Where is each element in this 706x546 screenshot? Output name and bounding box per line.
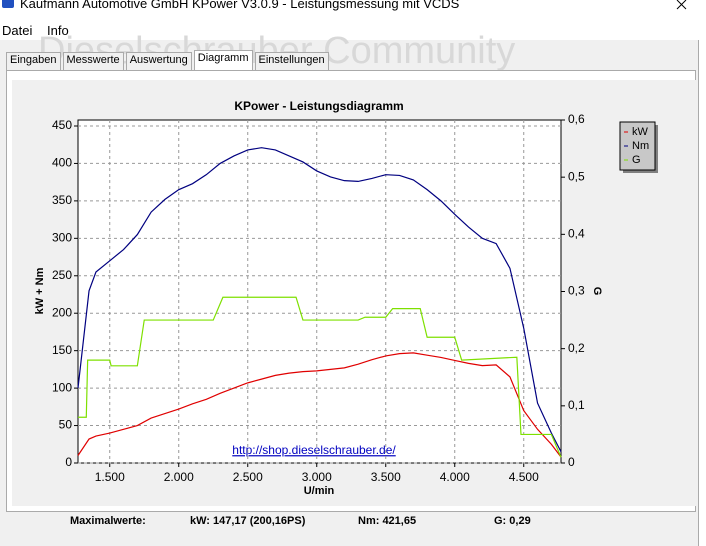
window-title: Kaufmann Automotive GmbH KPower V3.0.9 -… (20, 0, 460, 11)
tab[interactable]: Diagramm (193, 50, 253, 71)
legend-label: G (632, 154, 641, 166)
y2-tick-label: 0,2 (568, 341, 585, 355)
x-tick-label: 3.000 (302, 470, 332, 484)
y-tick-label: 450 (52, 118, 72, 132)
y-tick-label: 50 (59, 418, 73, 432)
y-tick-label: 300 (52, 230, 72, 244)
menu-item[interactable]: Datei (2, 23, 33, 38)
x-tick-label: 3.500 (371, 470, 401, 484)
y2-tick-label: 0 (568, 455, 575, 469)
footer-label: Maximalwerte: (70, 515, 146, 527)
x-tick-label: 2.500 (233, 470, 263, 484)
y-tick-label: 0 (65, 455, 72, 469)
y-tick-label: 350 (52, 193, 72, 207)
y2-tick-label: 0,4 (568, 227, 585, 241)
footer: Maximalwerte: kW: 147,17 (200,16PS) Nm: … (6, 512, 694, 532)
plot-area (77, 119, 562, 464)
menu-item[interactable]: Info (47, 23, 69, 38)
y2-tick-label: 0,5 (568, 169, 585, 183)
y-tick-label: 150 (52, 343, 72, 357)
max-g: G: 0,29 (494, 515, 531, 527)
series-line (77, 352, 562, 458)
legend-label: Nm (632, 140, 649, 152)
tab[interactable]: Einstellungen (254, 52, 329, 70)
y2-tick-label: 0,1 (568, 398, 585, 412)
y-tick-label: 400 (52, 156, 72, 170)
x-tick-label: 4.500 (509, 470, 539, 484)
series-line (78, 296, 562, 458)
y-tick-label: 250 (52, 268, 72, 282)
x-tick-label: 1.500 (95, 470, 125, 484)
app-icon (2, 0, 14, 8)
legend-label: kW (632, 126, 649, 138)
tab[interactable]: Eingaben (6, 52, 61, 70)
y2-axis-label: G (591, 287, 603, 296)
y-tick-label: 200 (52, 305, 72, 319)
tab[interactable]: Messwerte (62, 52, 124, 70)
max-nm: Nm: 421,65 (358, 515, 417, 527)
y-axis-label: kW + Nm (34, 267, 46, 314)
link[interactable]: http://shop.dieselschrauber.de/ (232, 443, 396, 457)
tab-bar: Eingaben Messwerte Auswertung Diagramm Einst… (6, 50, 331, 71)
max-kw: kW: 147,17 (200,16PS) (190, 515, 306, 527)
series-line (77, 147, 562, 453)
title-bar: Kaufmann Automotive GmbH KPower V3.0.9 -… (0, 0, 706, 18)
close-button[interactable] (676, 0, 690, 10)
tab[interactable]: Auswertung (125, 52, 192, 70)
y-tick-label: 100 (52, 380, 72, 394)
x-axis-label: U/min (304, 485, 335, 497)
y2-tick-label: 0,6 (568, 112, 585, 126)
x-tick-label: 4.000 (440, 470, 470, 484)
x-tick-label: 2.000 (164, 470, 194, 484)
y2-tick-label: 0,3 (568, 284, 585, 298)
chart-title: KPower - Leistungsdiagramm (234, 99, 403, 113)
